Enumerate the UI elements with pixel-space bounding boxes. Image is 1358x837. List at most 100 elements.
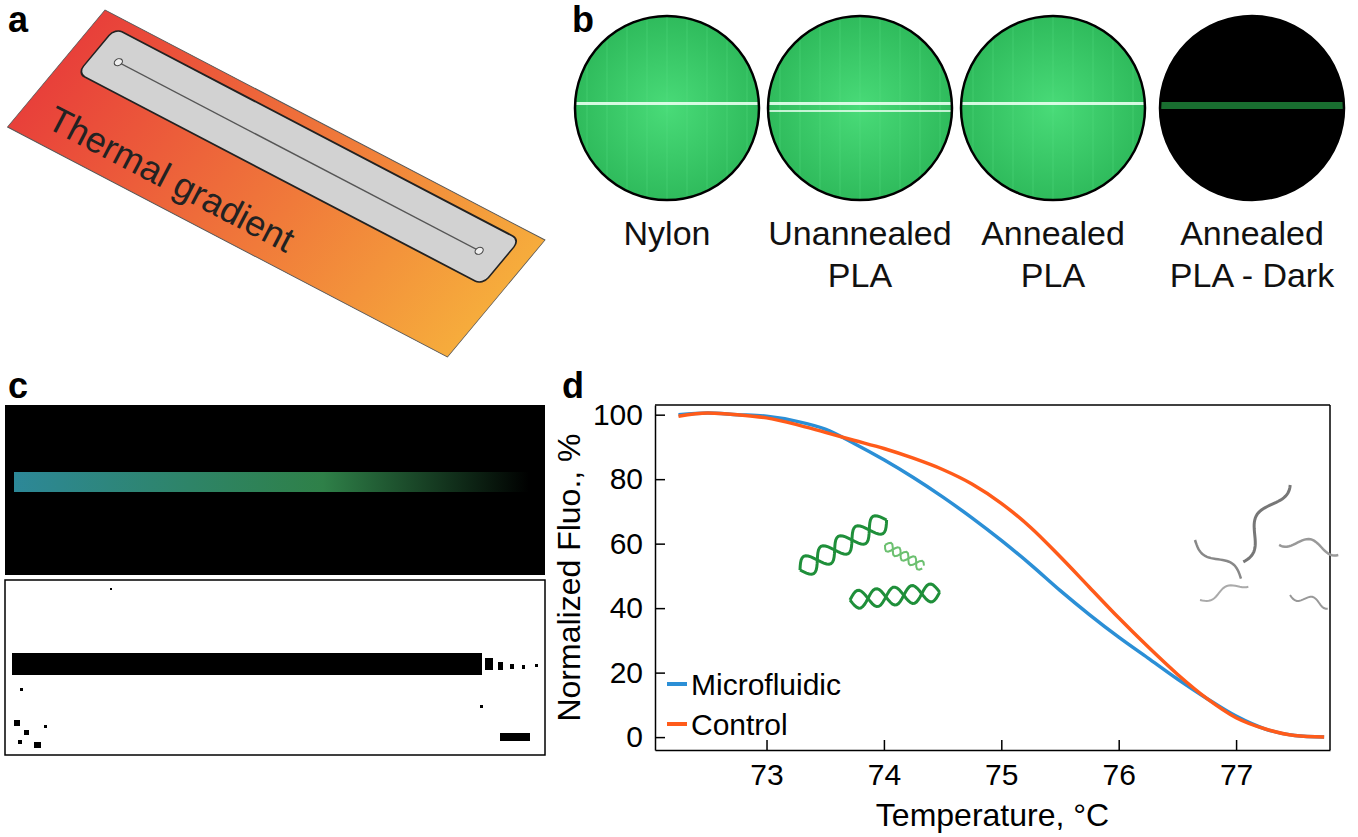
micrograph-content <box>961 16 1145 200</box>
channel-glow <box>1160 102 1344 109</box>
micrograph-ground <box>768 16 952 200</box>
micrograph-ground <box>1160 16 1344 200</box>
icons <box>795 478 1340 609</box>
binary-band <box>12 653 482 675</box>
sample-label: Annealed PLA <box>981 214 1125 294</box>
x-axis-line <box>656 750 1331 752</box>
port <box>113 57 124 67</box>
texture <box>780 16 781 200</box>
sample-label-line: PLA <box>1021 256 1086 294</box>
legend-label: Microfluidic <box>691 668 841 701</box>
panel-letter: d <box>562 365 584 406</box>
texture <box>900 16 901 200</box>
x-tick-label: 75 <box>985 758 1018 791</box>
x-tick: 74 <box>868 740 901 791</box>
texture <box>1093 16 1094 200</box>
sample-label-line: Unannealed <box>768 214 951 252</box>
micrograph-ground <box>575 16 759 200</box>
x-tick-label: 77 <box>1220 758 1253 791</box>
y-tick: 60 <box>610 527 665 560</box>
x-tick: 75 <box>985 740 1018 791</box>
texture <box>840 16 841 200</box>
y-tick: 0 <box>626 720 665 753</box>
y-tick-label: 80 <box>610 462 643 495</box>
texture <box>1053 16 1054 200</box>
channel-edge <box>768 110 952 112</box>
texture <box>1133 16 1134 200</box>
icon-strand <box>883 541 926 572</box>
y-tick-mark <box>655 543 665 545</box>
binary-speck <box>480 705 483 708</box>
icon-strand <box>849 583 940 609</box>
y-tick-label: 60 <box>610 527 643 560</box>
icon-strand <box>849 583 940 609</box>
micrograph <box>768 16 952 200</box>
x-tick: 73 <box>750 740 783 791</box>
x-tick-mark <box>1236 740 1238 750</box>
heater-plate <box>8 10 546 357</box>
texture <box>707 16 708 200</box>
icon-strand <box>883 541 926 572</box>
legend: MicrofluidicControl <box>667 668 841 741</box>
x-tick: 76 <box>1103 740 1136 791</box>
sample-label-line: Annealed <box>981 214 1125 252</box>
channel-edge <box>575 102 759 105</box>
y-tick-label: 40 <box>610 591 643 624</box>
x-tick-mark <box>884 740 886 750</box>
y-axis: 020406080100 <box>593 398 665 753</box>
scale-bar <box>500 733 530 741</box>
micrograph-border <box>961 16 1145 200</box>
icon-strand <box>1199 579 1249 604</box>
y-axis-line <box>655 406 657 751</box>
sample-label: Nylon <box>624 214 711 252</box>
plot-area <box>678 413 1324 737</box>
sample-label: UnannealedPLA <box>768 214 951 294</box>
y-tick-mark <box>655 414 665 416</box>
texture <box>1013 16 1014 200</box>
texture <box>880 16 881 200</box>
legend-swatch <box>667 722 687 726</box>
sample-label-line: Nylon <box>624 214 711 252</box>
texture <box>820 16 821 200</box>
icon-strand <box>1191 535 1245 583</box>
y-tick-mark <box>655 672 665 674</box>
port <box>473 246 484 256</box>
sample-label: Annealed PLA - Dark <box>1170 214 1335 294</box>
icon-strand <box>1289 591 1330 609</box>
micrograph-border <box>768 16 952 200</box>
icon-strand <box>1279 534 1340 556</box>
micrograph-content <box>1160 16 1344 200</box>
binary-speck <box>510 664 514 669</box>
y-tick: 20 <box>610 656 665 689</box>
micrograph-content <box>575 16 759 200</box>
texture <box>1113 16 1114 200</box>
micrograph-border <box>575 16 759 200</box>
x-tick-mark <box>766 740 768 750</box>
y-tick-mark <box>655 608 665 610</box>
binary-speck <box>34 742 41 748</box>
binary-speck <box>14 720 20 726</box>
channel-edge <box>768 102 952 105</box>
x-tick-mark <box>1118 740 1120 750</box>
texture <box>920 16 921 200</box>
micrograph-content <box>768 16 952 200</box>
binary-speck <box>20 688 23 691</box>
texture <box>607 16 608 200</box>
texture <box>973 16 974 200</box>
x-axis-title: Temperature, °C <box>876 797 1109 833</box>
plot-frame <box>1329 405 1331 750</box>
texture <box>727 16 728 200</box>
x-tick-label: 76 <box>1103 758 1136 791</box>
micrograph-ground <box>961 16 1145 200</box>
panel-letter: b <box>572 0 594 40</box>
texture <box>647 16 648 200</box>
sample-label-line: Annealed <box>1180 214 1324 252</box>
x-tick: 77 <box>1220 740 1253 791</box>
sample-label-line: PLA - Dark <box>1170 256 1335 294</box>
texture <box>687 16 688 200</box>
texture <box>747 16 748 200</box>
binary-speck <box>24 730 29 735</box>
texture <box>587 16 588 200</box>
x-axis: 73 74 75 76 77 <box>656 740 1331 791</box>
fluorescence-band <box>14 472 529 492</box>
